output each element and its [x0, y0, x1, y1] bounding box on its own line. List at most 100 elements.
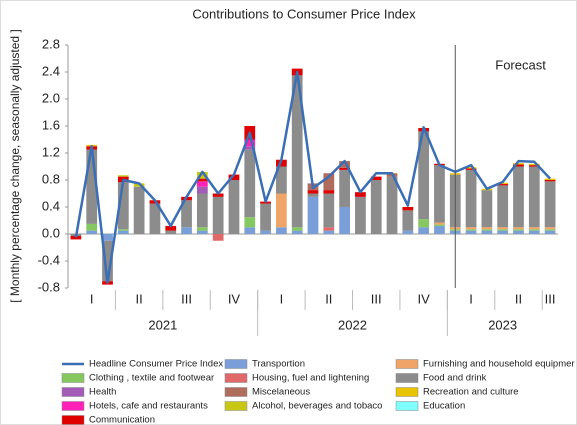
bar-segment [117, 175, 129, 177]
bar-segment [102, 234, 113, 241]
forecast-label: Forecast [495, 57, 546, 72]
quarter-label: II [325, 291, 332, 306]
bar-segment [244, 139, 256, 147]
bar-segment [513, 229, 524, 231]
bar-segment [355, 196, 366, 234]
bar-segment [513, 166, 524, 228]
quarter-label: II [515, 291, 522, 306]
bar-segment [481, 227, 493, 230]
bar-segment [307, 190, 319, 194]
bar-segment [370, 176, 382, 180]
y-tick-label: -0.8 [38, 279, 60, 294]
bar-segment [196, 181, 208, 187]
bar-segment [370, 180, 382, 234]
bar-segment [307, 193, 319, 197]
year-label: 2022 [338, 317, 367, 332]
chart-title: Contributions to Consumer Price Index [192, 6, 416, 21]
bar-segment [86, 149, 98, 224]
bar-segment [212, 193, 224, 197]
bar-segment [86, 223, 98, 231]
legend-label: Clothing , textile and footwear [89, 373, 214, 384]
headline-line [74, 70, 552, 284]
bar-segment [528, 227, 540, 230]
y-axis-label: [ Monthly percentage change, seasonally … [8, 29, 22, 303]
legend-label: Health [89, 387, 116, 398]
bar-segment [212, 196, 224, 234]
bar-segment [260, 230, 271, 234]
legend-label: Alcohol, beverages and tobaco [252, 401, 382, 412]
year-label: 2023 [488, 317, 517, 332]
bar-segment [117, 182, 129, 230]
bar-segment [465, 229, 477, 231]
y-tick-label: 1.2 [42, 144, 60, 159]
quarter-label: I [469, 291, 473, 306]
bar-segment [212, 234, 224, 241]
bar-segment [323, 227, 335, 231]
bar-segment [528, 163, 540, 166]
bar-segment [497, 227, 509, 230]
bar-segment [497, 230, 509, 234]
legend-label: Transportion [252, 359, 305, 370]
bar-segment [260, 203, 271, 231]
bar-segment [544, 230, 556, 234]
quarter-label: I [280, 291, 284, 306]
y-tick-label: 0.0 [42, 225, 60, 240]
y-tick-label: 0.8 [42, 171, 60, 186]
legend-label: Furnishing and household equipmer [423, 359, 575, 370]
bar-segment [497, 184, 509, 186]
legend-swatch [61, 401, 85, 411]
bar-segment [481, 229, 493, 231]
bar-segment [434, 165, 445, 223]
y-tick-label: 2.4 [42, 63, 60, 78]
quarter-label: III [371, 291, 382, 306]
bar-segment [181, 200, 192, 228]
bar-segment [402, 230, 414, 234]
legend-label: Headline Consumer Price Index [89, 359, 223, 370]
bar-segment [276, 227, 287, 234]
legend-label: Miscelaneous [252, 387, 310, 398]
bar-segment [276, 193, 287, 228]
legend-swatch [224, 401, 248, 411]
bar-segment [465, 169, 477, 228]
legend: Headline Consumer Price Index Clothing , … [61, 359, 575, 425]
y-tick-label: -0.4 [38, 252, 60, 267]
bar-segment [228, 180, 240, 234]
bar-segment [513, 227, 524, 230]
bar-segment [291, 230, 303, 234]
legend-label: Housing, fuel and lightening [252, 373, 369, 384]
quarter-label: III [545, 291, 556, 306]
bar-segment [117, 230, 129, 234]
bar-segment [117, 229, 129, 231]
bar-segment [339, 167, 350, 170]
bar-segment [196, 178, 208, 182]
bar-segment [339, 161, 350, 168]
bar-segment [133, 186, 145, 234]
bar-segment [149, 203, 161, 234]
bar-segment [465, 230, 477, 234]
legend-swatch [224, 387, 248, 397]
bar-segment [386, 176, 398, 234]
bar-segment [434, 222, 445, 225]
bar-segment [244, 227, 256, 234]
bar-segment [323, 193, 335, 228]
legend-swatch [224, 359, 248, 369]
bar-segment [355, 192, 366, 197]
legend-label: Communication [89, 415, 155, 425]
bar-segment [276, 166, 287, 194]
bar-segment [434, 224, 445, 226]
bar-segment [196, 193, 208, 228]
bar-segment [70, 236, 82, 240]
bar-segment [418, 219, 430, 228]
bar-segment [465, 168, 477, 170]
quarter-label: II [136, 291, 143, 306]
bar-segment [165, 225, 177, 231]
bar-segment [481, 190, 493, 228]
bar-segment [339, 169, 350, 207]
bar-segment [481, 230, 493, 234]
bar-segment [497, 182, 509, 185]
bar-segment [228, 174, 240, 180]
quarter-label: III [181, 291, 192, 306]
bar-segment [418, 131, 430, 220]
